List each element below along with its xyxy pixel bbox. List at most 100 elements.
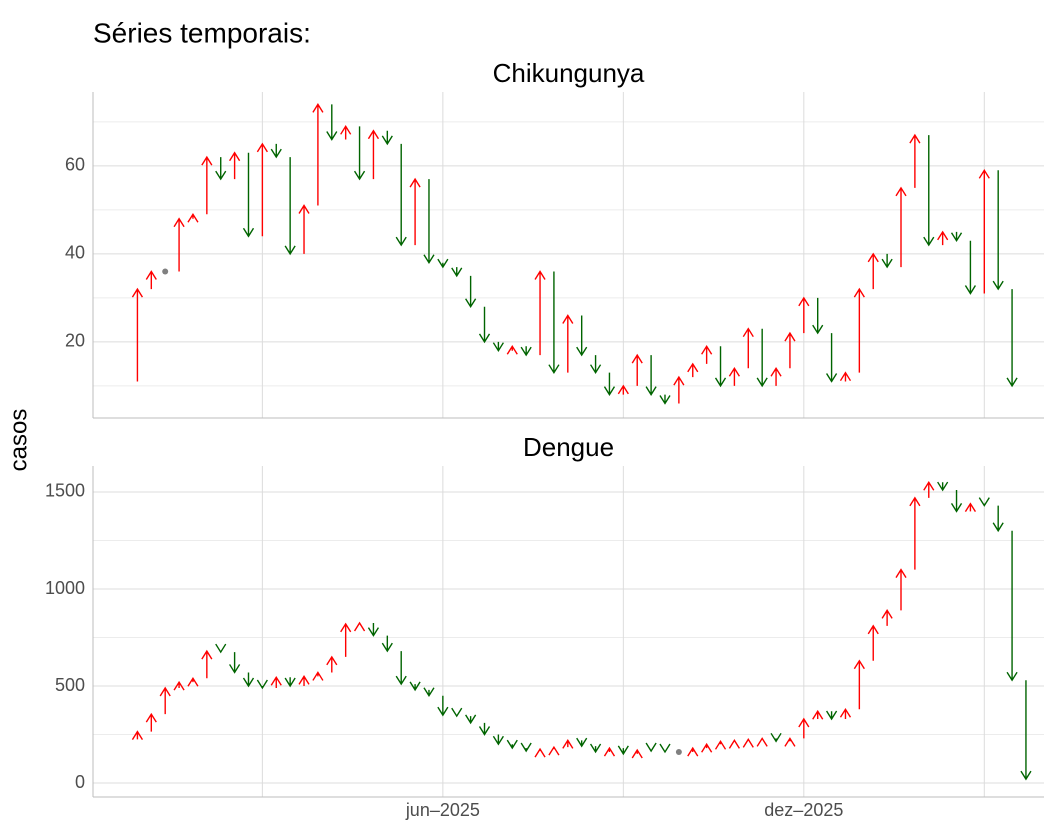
- change-arrow: [451, 707, 463, 718]
- arrow-path: [839, 371, 852, 382]
- change-arrow: [659, 743, 671, 754]
- arrow-path: [923, 135, 935, 247]
- arrow-path: [950, 231, 963, 243]
- change-arrow: [548, 745, 560, 756]
- arrow-path: [131, 730, 144, 740]
- arrow-path: [451, 707, 463, 718]
- change-arrow: [145, 712, 157, 732]
- change-arrow: [562, 739, 574, 749]
- arrow-path: [589, 355, 602, 375]
- arrow-path: [173, 217, 185, 272]
- change-arrow: [770, 732, 782, 743]
- change-arrow: [353, 126, 366, 181]
- arrow-path: [659, 394, 671, 405]
- arrow-path: [728, 366, 740, 386]
- arrow-path: [229, 652, 241, 674]
- change-arrow: [784, 737, 796, 747]
- change-arrow: [465, 275, 477, 309]
- arrow-path: [992, 170, 1004, 291]
- change-arrow: [520, 742, 532, 753]
- y-tick-label: 1000: [45, 578, 85, 598]
- change-arrow: [881, 609, 893, 626]
- arrow-path: [562, 739, 574, 749]
- change-arrow: [423, 179, 435, 265]
- change-arrow: [909, 496, 921, 570]
- change-arrow: [978, 497, 990, 507]
- change-arrow: [256, 679, 268, 690]
- arrow-path: [798, 717, 810, 739]
- change-arrow: [589, 743, 602, 754]
- arrow-path: [395, 651, 407, 686]
- arrow-path: [937, 230, 949, 246]
- change-arrow: [909, 133, 921, 188]
- arrow-path: [423, 179, 435, 265]
- change-arrow: [603, 372, 616, 397]
- change-arrow: [492, 341, 504, 353]
- change-arrow: [589, 355, 602, 375]
- arrow-path: [423, 687, 435, 698]
- change-arrow: [756, 328, 768, 388]
- arrow-path: [617, 745, 629, 756]
- page-title: Séries temporais:: [93, 17, 311, 48]
- change-arrow: [742, 738, 754, 748]
- arrow-path: [131, 287, 144, 382]
- change-arrow: [340, 124, 352, 140]
- arrow-path: [353, 126, 366, 181]
- change-arrow: [242, 672, 255, 688]
- arrow-path: [284, 157, 296, 256]
- no-change-dot: [675, 748, 682, 755]
- arrow-path: [825, 333, 838, 383]
- change-arrow: [1006, 289, 1018, 388]
- change-arrow: [423, 687, 435, 698]
- arrow-path: [950, 490, 963, 513]
- arrow-path: [353, 621, 366, 632]
- change-arrow: [937, 481, 949, 492]
- arrow-path: [798, 296, 810, 334]
- change-arrow: [548, 271, 560, 375]
- change-arrow: [631, 353, 643, 386]
- arrow-path: [631, 748, 643, 759]
- arrow-path: [812, 297, 824, 335]
- change-arrow: [742, 327, 754, 369]
- change-arrow: [437, 258, 449, 269]
- change-arrow: [506, 739, 518, 750]
- arrow-path: [145, 270, 157, 290]
- change-arrow: [451, 267, 463, 278]
- arrow-path: [520, 346, 532, 357]
- arrow-path: [437, 258, 449, 269]
- change-arrow: [367, 622, 380, 637]
- arrow-path: [714, 739, 727, 750]
- arrow-path: [964, 502, 977, 513]
- arrow-path: [867, 624, 879, 661]
- arrow-path: [229, 151, 241, 180]
- y-axis-label: casos: [5, 409, 32, 472]
- arrow-path: [756, 737, 768, 747]
- change-arrow: [409, 177, 421, 246]
- change-arrow: [728, 739, 740, 749]
- change-arrow: [812, 709, 824, 720]
- arrow-path: [506, 739, 518, 750]
- arrow-path: [1006, 530, 1018, 682]
- change-arrow: [992, 505, 1004, 533]
- arrow-path: [367, 129, 380, 180]
- arrow-path: [395, 143, 407, 247]
- arrow-path: [312, 102, 324, 206]
- change-arrow: [784, 331, 796, 369]
- change-arrow: [506, 344, 518, 355]
- arrow-path: [215, 643, 227, 654]
- change-arrow: [659, 394, 671, 405]
- arrow-path: [298, 204, 310, 254]
- change-arrow: [923, 135, 935, 247]
- change-arrow: [492, 734, 504, 746]
- x-tick-label: dez–2025: [764, 800, 843, 820]
- change-arrow: [964, 502, 977, 513]
- arrow-path: [867, 252, 879, 290]
- change-arrow: [284, 677, 296, 688]
- change-arrow: [201, 649, 213, 679]
- arrow-path: [992, 505, 1004, 533]
- y-tick-label: 0: [75, 772, 85, 792]
- change-arrow: [714, 739, 727, 750]
- arrow-path: [645, 355, 657, 397]
- change-arrow: [645, 355, 657, 397]
- arrow-path: [1006, 289, 1018, 388]
